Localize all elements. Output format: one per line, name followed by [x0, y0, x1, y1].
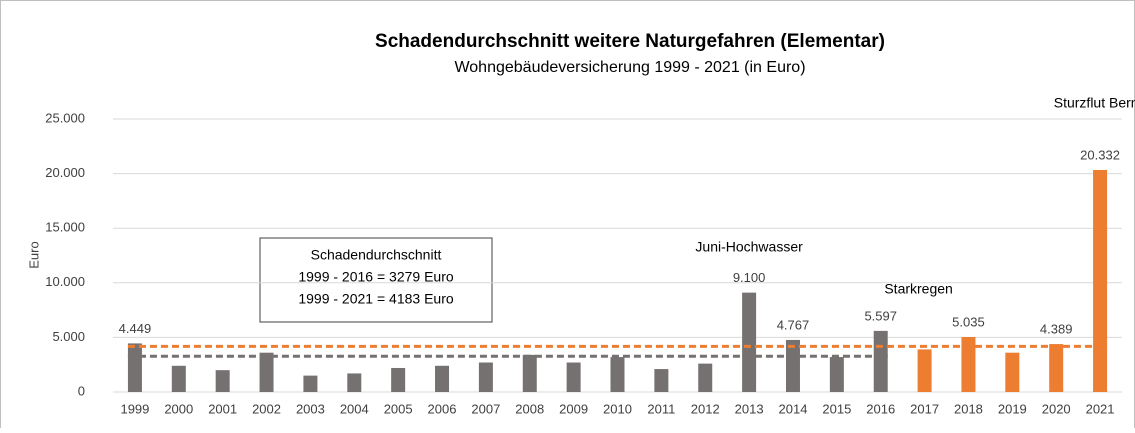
y-tick-label: 10.000 [45, 274, 85, 289]
value-label: 4.767 [777, 317, 810, 332]
x-tick-label: 2002 [252, 401, 281, 416]
x-tick-label: 2020 [1042, 401, 1071, 416]
chart-subtitle: Wohngebäudeversicherung 1999 - 2021 (in … [454, 59, 805, 76]
value-label: 9.100 [733, 270, 766, 285]
bar [742, 292, 757, 392]
y-tick-label: 15.000 [45, 220, 85, 235]
x-tick-label: 2000 [164, 401, 193, 416]
annotation: Juni-Hochwasser [695, 239, 803, 255]
bar [610, 357, 625, 392]
x-tick-label: 2019 [998, 401, 1027, 416]
text-box [259, 237, 493, 323]
bar [917, 349, 932, 392]
x-tick-label: 2004 [340, 401, 369, 416]
x-tick-label: 2021 [1086, 401, 1115, 416]
annotation: Starkregen [884, 281, 952, 297]
x-tick-label: 2016 [866, 401, 895, 416]
annotation: Sturzflut Bernd [1054, 95, 1135, 111]
x-tick-label: 2008 [515, 401, 544, 416]
bar [785, 339, 800, 392]
y-axis-label: Euro [26, 241, 41, 268]
x-tick-label: 2017 [910, 401, 939, 416]
bar [478, 362, 493, 392]
text-box-line: 1999 - 2021 = 4183 Euro [298, 291, 454, 307]
value-label: 5.035 [952, 314, 985, 329]
x-tick-label: 2018 [954, 401, 983, 416]
chart-title: Schadendurchschnitt weitere Naturgefahre… [375, 31, 885, 52]
bar [171, 365, 186, 392]
text-box-line: Schadendurchschnitt [311, 247, 442, 263]
bar [829, 357, 844, 392]
x-tick-label: 2005 [384, 401, 413, 416]
bar [127, 343, 142, 392]
value-label: 20.332 [1080, 147, 1120, 162]
x-tick-label: 2015 [822, 401, 851, 416]
value-label: 5.597 [864, 308, 897, 323]
bar [347, 373, 362, 392]
y-tick-label: 25.000 [45, 110, 85, 125]
x-tick-label: 2012 [691, 401, 720, 416]
x-tick-label: 2007 [471, 401, 500, 416]
bar [259, 352, 274, 392]
bar [435, 365, 450, 392]
bar [1049, 344, 1064, 392]
bar [1093, 169, 1108, 392]
x-tick-label: 2001 [208, 401, 237, 416]
y-tick-label: 5.000 [52, 329, 85, 344]
bar [215, 370, 230, 392]
bar [391, 367, 406, 392]
y-tick-label: 0 [78, 383, 85, 398]
x-tick-label: 2014 [779, 401, 808, 416]
x-tick-label: 2011 [647, 401, 675, 416]
x-tick-label: 2010 [603, 401, 632, 416]
x-tick-label: 2009 [559, 401, 588, 416]
bar [698, 363, 713, 392]
x-tick-label: 1999 [120, 401, 149, 416]
bar [522, 354, 537, 392]
bar [1005, 352, 1020, 392]
bar [873, 330, 888, 392]
text-box-line: 1999 - 2016 = 3279 Euro [298, 269, 454, 285]
y-tick-label: 20.000 [45, 165, 85, 180]
x-tick-label: 2003 [296, 401, 325, 416]
bar [303, 375, 318, 392]
x-tick-label: 2013 [735, 401, 764, 416]
bar [566, 362, 581, 392]
bar [654, 369, 669, 392]
x-tick-label: 2006 [428, 401, 457, 416]
bar [961, 337, 976, 392]
value-label: 4.449 [119, 321, 152, 336]
value-label: 4.389 [1040, 322, 1073, 337]
